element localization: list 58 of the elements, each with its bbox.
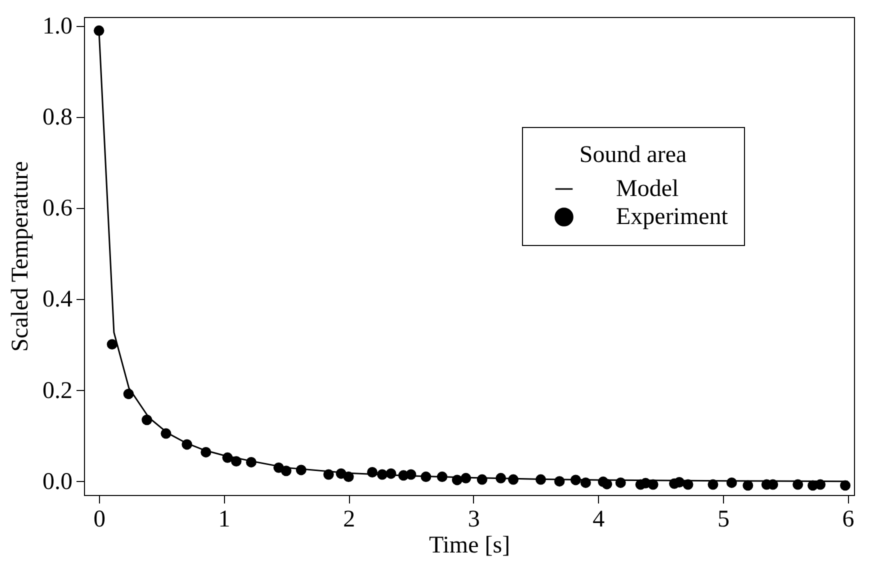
point xyxy=(231,456,242,467)
point xyxy=(674,477,685,488)
point xyxy=(476,474,488,485)
point xyxy=(508,474,519,485)
x-tick-label: 6 xyxy=(842,506,854,532)
point xyxy=(200,446,212,458)
y-tick-label: 0.6 xyxy=(42,196,72,222)
point xyxy=(106,339,118,350)
y-tick-label: 0.2 xyxy=(42,378,72,404)
point xyxy=(792,479,804,490)
y-tick-label: 0.8 xyxy=(42,104,72,131)
point xyxy=(94,25,104,36)
y-axis-title: Scaled Temperature xyxy=(8,161,34,352)
x-axis-title: Time [s] xyxy=(428,532,510,558)
point xyxy=(246,456,256,468)
x-tick-label: 4 xyxy=(592,506,605,532)
legend-title: Sound area xyxy=(579,142,687,168)
point xyxy=(182,439,192,450)
point xyxy=(570,474,581,486)
point xyxy=(554,476,565,487)
point xyxy=(323,469,334,480)
point xyxy=(840,480,851,491)
point xyxy=(496,472,506,484)
legend-label: Experiment xyxy=(616,204,728,230)
y-tick-label: 0.4 xyxy=(42,286,72,313)
point xyxy=(296,464,306,476)
point xyxy=(142,414,152,426)
y-tick-label: 0.0 xyxy=(42,468,72,495)
point xyxy=(682,479,694,490)
x-tick-label: 3 xyxy=(468,506,480,532)
x-tick-label: 2 xyxy=(343,506,356,532)
point xyxy=(377,469,388,480)
point xyxy=(123,388,134,400)
point xyxy=(160,428,172,439)
point xyxy=(648,479,658,490)
point xyxy=(602,478,612,490)
point xyxy=(280,466,292,476)
point xyxy=(222,452,233,463)
x-tick-label: 5 xyxy=(717,506,730,532)
point xyxy=(708,479,718,490)
point xyxy=(367,467,378,478)
point xyxy=(420,472,432,482)
point xyxy=(536,474,546,485)
point xyxy=(436,472,448,482)
point xyxy=(343,472,354,482)
point xyxy=(460,472,472,484)
point xyxy=(726,477,737,488)
point xyxy=(406,469,416,480)
point xyxy=(742,480,754,491)
y-tick-label: 1.0 xyxy=(42,14,72,40)
point xyxy=(580,477,591,488)
point xyxy=(386,468,396,479)
point xyxy=(615,477,626,488)
point xyxy=(452,474,462,486)
point xyxy=(815,479,826,490)
legend-label: Model xyxy=(616,176,679,202)
x-tick-label: 1 xyxy=(218,506,230,532)
x-tick-label: 0 xyxy=(93,506,106,532)
